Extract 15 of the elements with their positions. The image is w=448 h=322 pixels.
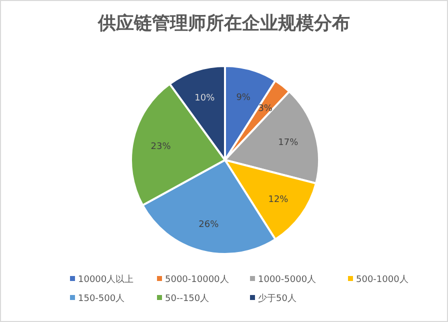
data-label: 23% bbox=[150, 142, 172, 152]
legend-label: 1000-5000人 bbox=[258, 274, 316, 286]
data-label: 3% bbox=[258, 104, 273, 114]
data-label: 12% bbox=[268, 194, 289, 205]
legend-label: 150-500人 bbox=[78, 293, 125, 304]
legend-label: 5000-10000人 bbox=[165, 274, 229, 286]
data-label: 10% bbox=[194, 94, 216, 104]
legend-label: 500-1000人 bbox=[356, 274, 408, 286]
legend-label: 10000人以上 bbox=[78, 274, 134, 286]
legend-label: 少于50人 bbox=[258, 293, 296, 304]
data-label: 26% bbox=[198, 220, 220, 230]
data-label: 9% bbox=[236, 92, 251, 103]
legend-label: 50--150人 bbox=[165, 293, 210, 304]
chart-title: 供应链管理师所在企业规模分布 bbox=[97, 13, 350, 34]
data-label: 17% bbox=[278, 138, 299, 148]
